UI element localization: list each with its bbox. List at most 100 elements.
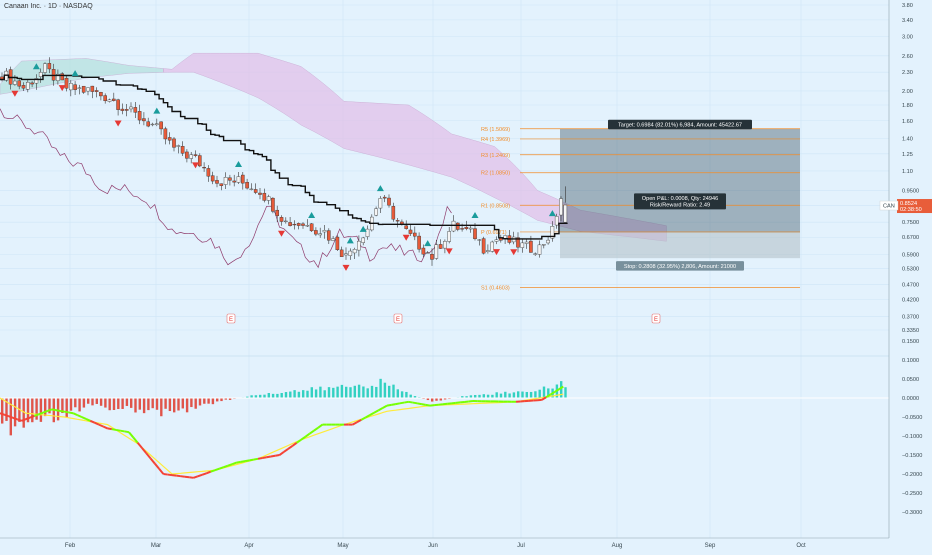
macd-histogram-bar xyxy=(109,398,111,410)
indicator-tick: −0.2000 xyxy=(902,472,922,478)
macd-histogram-bar xyxy=(126,398,128,406)
candle-body xyxy=(104,96,107,101)
macd-histogram-bar xyxy=(74,398,76,407)
candle-body xyxy=(422,248,425,254)
candle-body xyxy=(564,205,567,222)
macd-histogram-bar xyxy=(332,388,334,398)
price-tick: 3.40 xyxy=(902,18,913,24)
candle-body xyxy=(555,216,558,225)
candle-body xyxy=(521,243,524,248)
candle-body xyxy=(18,81,21,86)
candle-body xyxy=(478,240,481,241)
macd-line-segment xyxy=(108,428,112,429)
macd-line-segment xyxy=(413,403,417,404)
earnings-label: E xyxy=(654,317,658,323)
candle-body xyxy=(129,107,132,109)
macd-histogram-bar xyxy=(384,383,386,398)
candle-body xyxy=(491,242,494,251)
macd-line-segment xyxy=(168,475,172,476)
macd-histogram-bar xyxy=(268,393,270,398)
candle-body xyxy=(349,251,352,256)
candle-body xyxy=(142,119,145,121)
price-tick: 0.3350 xyxy=(902,328,919,334)
macd-histogram-bar xyxy=(186,398,188,412)
indicator-tick: −0.0500 xyxy=(902,415,922,421)
candle-body xyxy=(469,228,472,229)
macd-histogram-bar xyxy=(96,398,98,404)
candle-body xyxy=(211,176,214,181)
candle-body xyxy=(61,74,64,80)
candle-body xyxy=(271,198,274,211)
indicator-tick: 0.0000 xyxy=(902,396,919,402)
price-tick: 0.9500 xyxy=(902,189,919,195)
candle-body xyxy=(383,197,386,198)
macd-line-segment xyxy=(241,461,245,462)
candle-body xyxy=(280,217,283,221)
indicator-tick: −0.3000 xyxy=(902,510,922,516)
macd-histogram-bar xyxy=(293,390,295,398)
candle-body xyxy=(134,107,137,112)
macd-histogram-bar xyxy=(169,398,171,411)
macd-histogram-bar xyxy=(285,392,287,398)
price-tick: 0.4200 xyxy=(902,298,919,304)
candle-body xyxy=(486,251,489,252)
chart-title: Canaan Inc. · 1D · NASDAQ xyxy=(4,3,93,10)
pivot-label: R3 (1.2409) xyxy=(481,153,510,159)
candle-body xyxy=(125,109,128,110)
macd-line-segment xyxy=(249,460,253,461)
candle-body xyxy=(452,221,455,231)
time-tick: Aug xyxy=(612,543,623,549)
target-label: Target: 0.6984 (82.01%) 6,984, Amount: 4… xyxy=(618,123,742,129)
macd-line-segment xyxy=(185,477,189,478)
candle-body xyxy=(69,83,72,90)
candle-body xyxy=(147,122,150,126)
candle-body xyxy=(340,250,343,257)
macd-histogram-bar xyxy=(40,398,42,422)
candle-body xyxy=(138,111,141,120)
candle-body xyxy=(413,233,416,236)
price-tick: 3.80 xyxy=(902,3,913,9)
candle-body xyxy=(43,64,46,73)
candle-body xyxy=(86,88,89,91)
macd-line-segment xyxy=(56,410,60,411)
candle-body xyxy=(207,168,210,176)
candle-body xyxy=(164,129,167,139)
candle-body xyxy=(155,124,158,125)
macd-histogram-bar xyxy=(160,398,162,416)
macd-histogram-bar xyxy=(212,398,214,404)
time-tick: Apr xyxy=(244,543,253,549)
candle-body xyxy=(194,155,197,156)
macd-histogram-bar xyxy=(315,389,317,398)
macd-histogram-bar xyxy=(276,394,278,398)
macd-histogram-bar xyxy=(517,391,519,398)
macd-histogram-bar xyxy=(121,398,123,409)
candle-body xyxy=(258,193,261,195)
price-tick: 1.10 xyxy=(902,169,913,175)
macd-histogram-bar xyxy=(405,392,407,398)
price-tick: 3.00 xyxy=(902,35,913,41)
macd-histogram-bar xyxy=(195,398,197,409)
macd-histogram-bar xyxy=(521,392,523,398)
indicator-tick: −0.1000 xyxy=(902,434,922,440)
macd-histogram-bar xyxy=(500,394,502,398)
candle-body xyxy=(297,223,300,225)
candle-body xyxy=(465,227,468,229)
macd-histogram-bar xyxy=(14,398,16,426)
macd-line-segment xyxy=(400,403,404,404)
candle-body xyxy=(461,228,464,229)
candle-body xyxy=(48,63,51,69)
candle-body xyxy=(525,242,528,244)
macd-histogram-bar xyxy=(44,398,46,416)
candle-body xyxy=(443,241,446,248)
macd-histogram-bar xyxy=(367,388,369,398)
macd-line-segment xyxy=(417,403,421,404)
earnings-label: E xyxy=(229,317,233,323)
candle-body xyxy=(31,83,34,84)
stop-zone xyxy=(560,232,800,258)
macd-line-segment xyxy=(52,409,56,410)
candle-body xyxy=(117,100,120,110)
macd-line-segment xyxy=(120,431,124,432)
macd-histogram-bar xyxy=(113,398,115,410)
macd-histogram-bar xyxy=(358,385,360,398)
